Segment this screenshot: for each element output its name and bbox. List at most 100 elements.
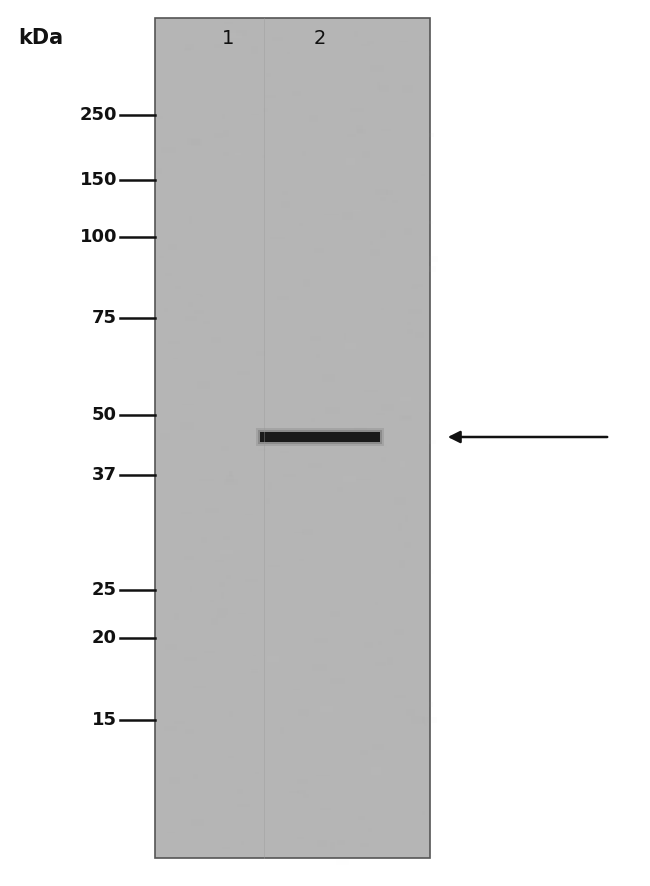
Bar bbox=[188, 212, 192, 216]
Bar bbox=[174, 721, 185, 724]
Bar bbox=[281, 201, 289, 208]
Bar bbox=[394, 629, 404, 635]
Bar bbox=[422, 718, 437, 723]
Bar bbox=[267, 656, 280, 663]
Bar bbox=[406, 702, 413, 707]
Bar bbox=[344, 379, 348, 385]
Bar bbox=[426, 133, 434, 136]
Bar bbox=[334, 280, 345, 284]
Bar bbox=[251, 113, 259, 115]
Bar bbox=[407, 329, 413, 334]
Bar bbox=[157, 707, 161, 713]
Bar bbox=[320, 808, 331, 810]
Bar bbox=[256, 75, 261, 77]
Bar bbox=[171, 832, 181, 836]
Bar bbox=[402, 285, 412, 286]
Bar bbox=[174, 193, 178, 198]
Bar bbox=[399, 415, 412, 421]
Bar bbox=[369, 120, 377, 125]
Bar bbox=[256, 351, 265, 356]
Text: 1: 1 bbox=[222, 28, 234, 48]
Bar bbox=[293, 502, 298, 507]
Bar bbox=[187, 138, 200, 145]
Bar bbox=[166, 832, 175, 834]
Bar bbox=[276, 296, 289, 300]
Bar bbox=[357, 128, 367, 134]
Bar bbox=[281, 346, 294, 354]
Bar bbox=[338, 237, 340, 239]
Bar bbox=[366, 442, 376, 447]
Bar bbox=[384, 444, 387, 447]
Bar bbox=[408, 681, 411, 687]
Bar bbox=[185, 44, 194, 51]
Bar bbox=[222, 847, 230, 850]
Bar bbox=[174, 359, 178, 360]
Bar bbox=[205, 769, 212, 775]
Bar bbox=[265, 326, 268, 330]
Bar bbox=[179, 703, 189, 711]
Bar bbox=[428, 256, 438, 262]
Bar bbox=[330, 611, 340, 617]
Bar bbox=[399, 237, 408, 245]
Bar bbox=[298, 709, 309, 716]
Bar bbox=[385, 287, 398, 291]
Bar bbox=[344, 333, 346, 339]
Bar bbox=[194, 686, 206, 688]
Bar bbox=[304, 229, 318, 233]
Bar bbox=[292, 91, 302, 96]
Bar bbox=[185, 729, 194, 734]
Bar bbox=[170, 744, 182, 751]
Bar bbox=[402, 85, 413, 93]
Bar bbox=[261, 492, 264, 500]
Bar bbox=[244, 91, 249, 92]
Bar bbox=[330, 678, 345, 684]
Bar bbox=[377, 826, 385, 828]
Bar bbox=[394, 333, 396, 337]
Bar bbox=[253, 655, 256, 657]
Bar bbox=[193, 465, 196, 468]
Bar bbox=[155, 18, 430, 858]
Bar bbox=[264, 540, 276, 545]
Bar bbox=[248, 711, 253, 717]
Bar bbox=[176, 158, 184, 163]
Bar bbox=[316, 775, 330, 776]
Bar bbox=[376, 662, 385, 666]
Bar bbox=[222, 114, 225, 119]
Bar bbox=[258, 430, 382, 444]
Bar bbox=[317, 421, 328, 427]
Bar bbox=[215, 816, 225, 824]
Bar bbox=[291, 600, 305, 606]
Bar bbox=[297, 790, 306, 794]
Bar bbox=[424, 724, 426, 726]
Bar bbox=[316, 354, 320, 358]
Bar bbox=[164, 785, 172, 789]
Bar bbox=[159, 255, 164, 258]
Bar bbox=[300, 223, 303, 226]
Bar bbox=[174, 612, 179, 619]
Bar bbox=[289, 791, 299, 793]
Bar bbox=[181, 422, 194, 430]
Bar bbox=[181, 330, 192, 335]
Bar bbox=[156, 116, 163, 120]
Bar bbox=[380, 230, 385, 238]
Bar bbox=[164, 726, 177, 731]
Bar bbox=[252, 274, 259, 276]
Bar bbox=[280, 727, 283, 734]
Bar bbox=[201, 569, 207, 574]
Bar bbox=[158, 779, 172, 784]
Bar bbox=[361, 43, 370, 46]
Bar bbox=[227, 451, 231, 457]
Bar bbox=[238, 613, 246, 614]
Bar bbox=[399, 41, 408, 43]
Bar bbox=[383, 496, 391, 499]
Bar bbox=[410, 471, 413, 474]
Bar bbox=[214, 44, 223, 49]
Bar bbox=[253, 847, 255, 850]
Bar bbox=[216, 616, 226, 618]
Bar bbox=[265, 95, 276, 97]
Bar bbox=[347, 134, 356, 137]
Bar bbox=[287, 595, 297, 602]
Bar bbox=[367, 41, 374, 43]
Bar bbox=[411, 287, 418, 290]
Bar bbox=[250, 670, 259, 672]
